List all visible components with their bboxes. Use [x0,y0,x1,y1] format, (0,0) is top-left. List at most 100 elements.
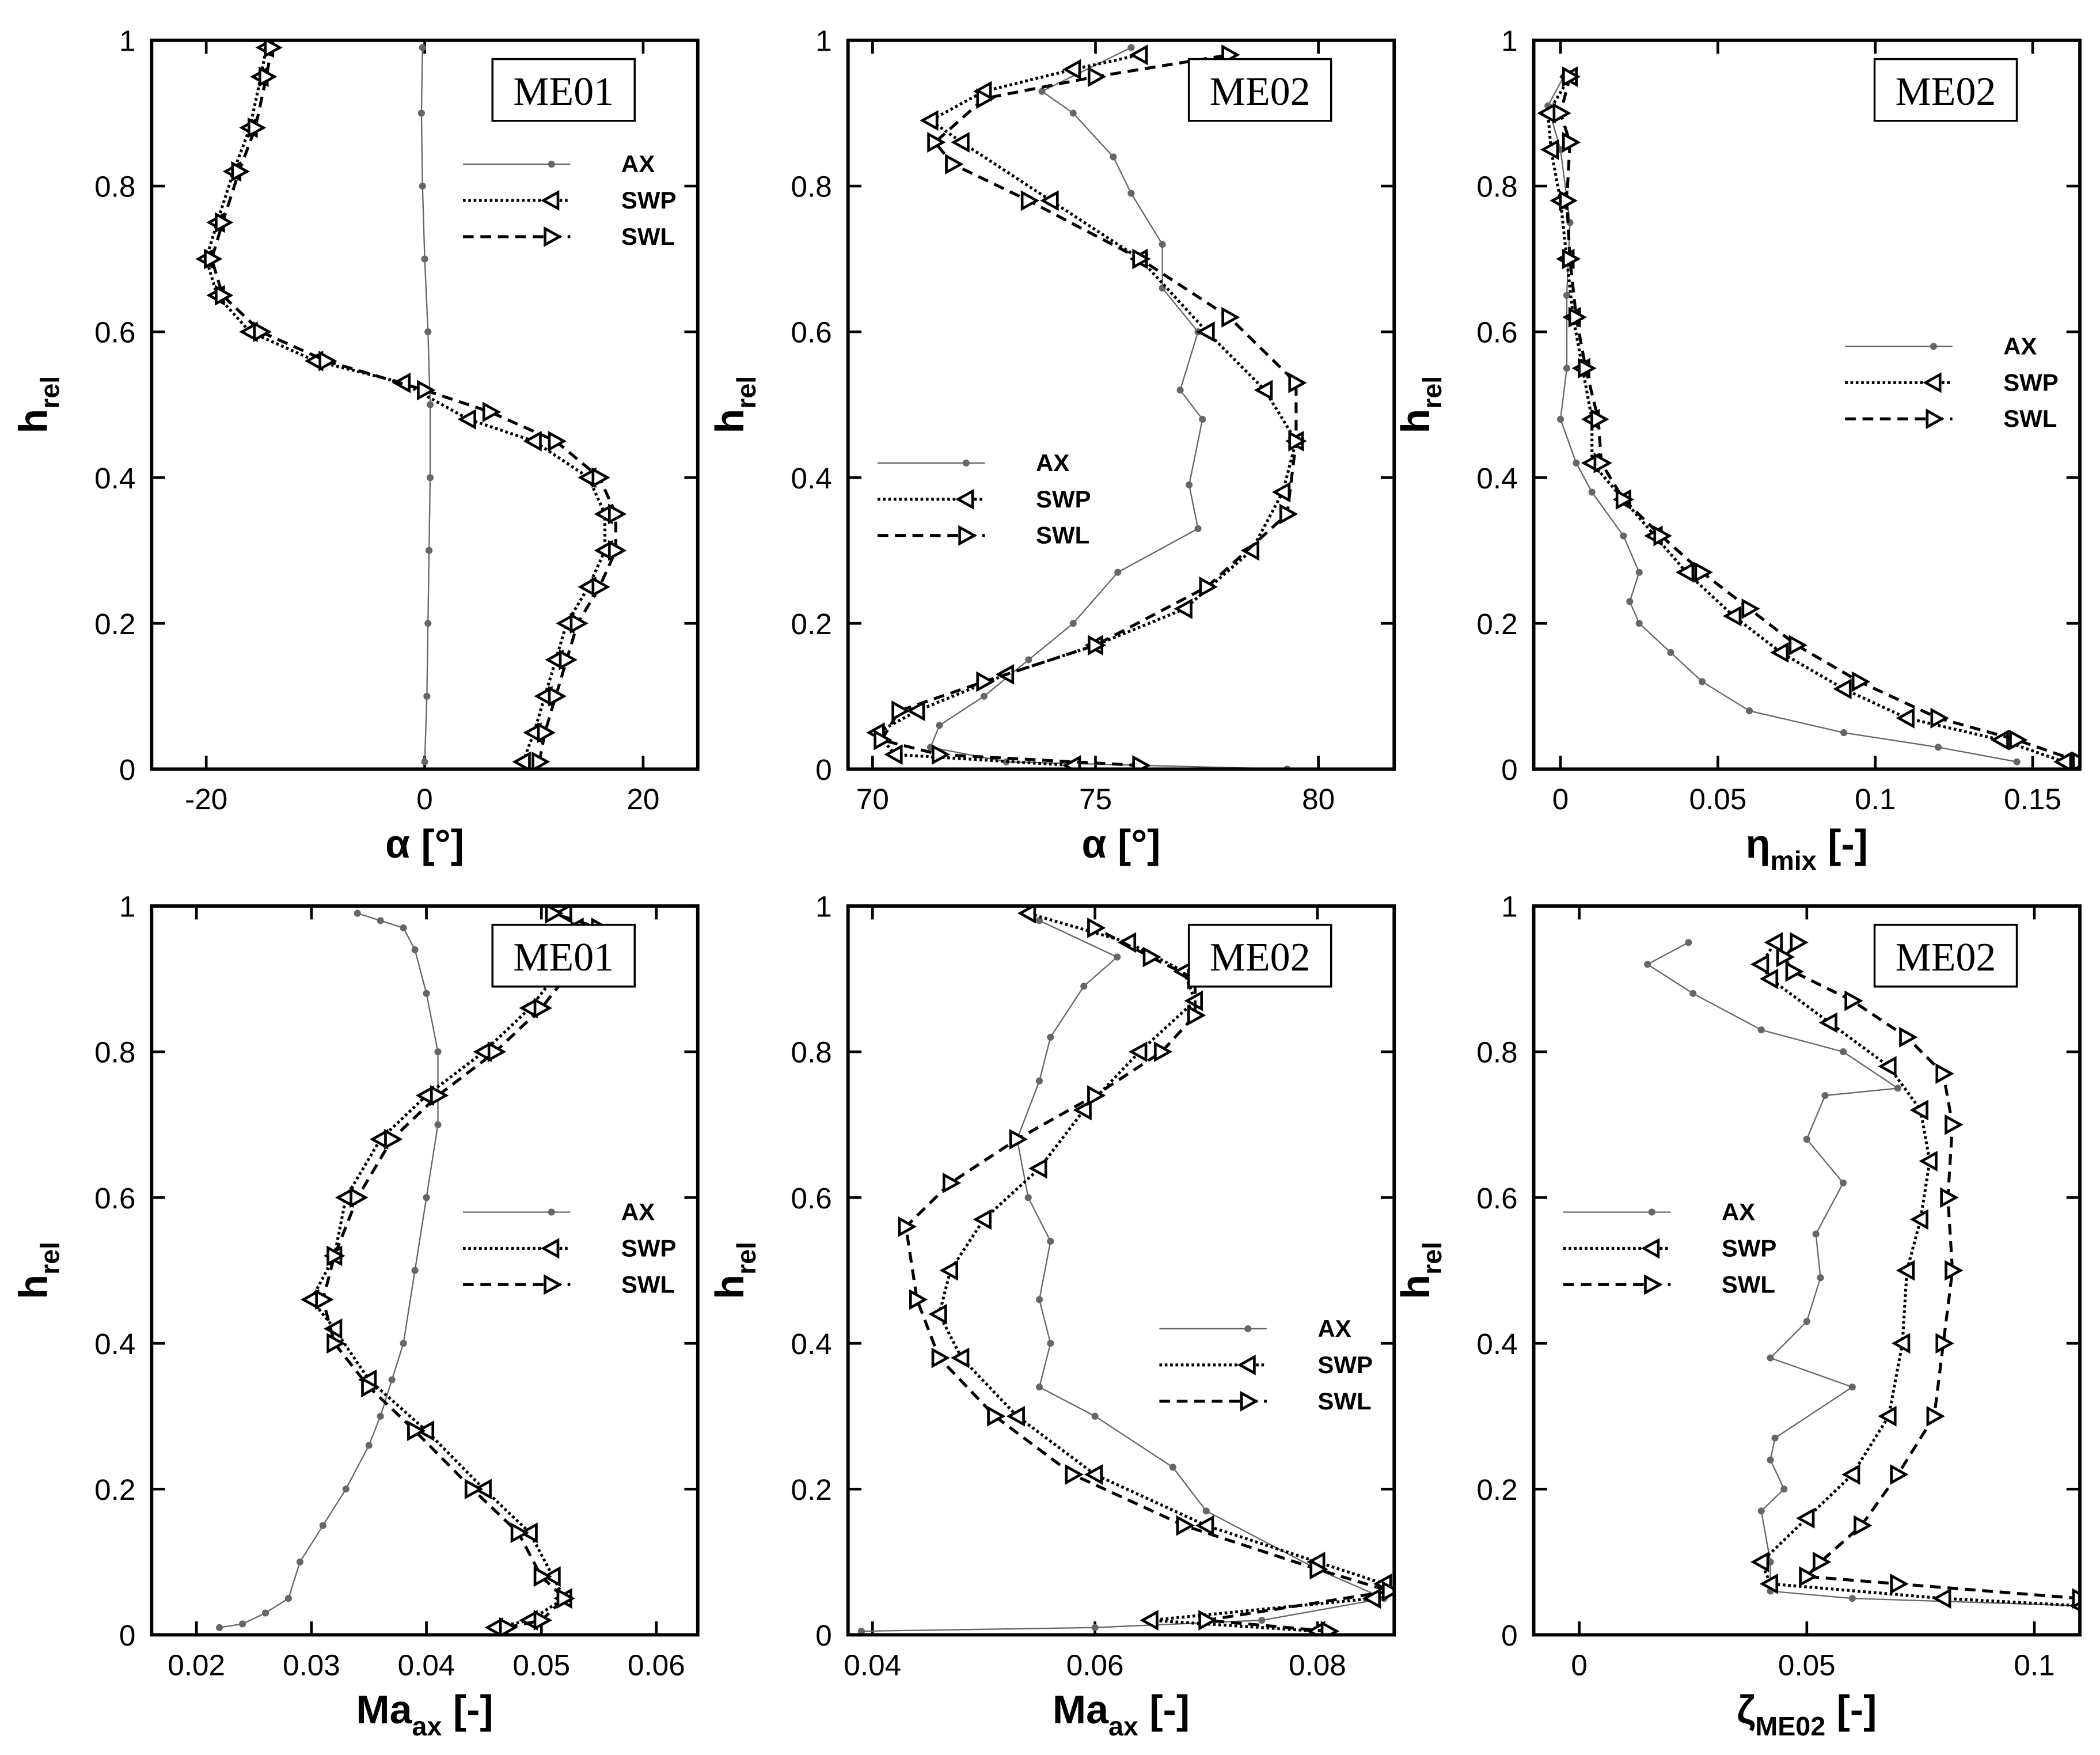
marker [545,906,564,924]
marker [411,1267,419,1274]
y-tick-label: 0.4 [94,1328,135,1360]
marker [1930,707,1949,729]
axis-label: hrel [1393,376,1447,434]
marker [962,459,970,467]
axis-label: Maax [-] [356,1687,493,1741]
marker [951,1347,970,1369]
marker [350,1187,369,1208]
marker [421,255,428,263]
marker [607,540,627,561]
y-tick-label: 0.8 [94,170,135,203]
marker [1129,44,1148,66]
marker [1073,1100,1092,1121]
annotation: ME01 [513,935,614,980]
marker [891,700,910,722]
legend-label: SWP [1036,486,1091,513]
marker [928,1303,947,1325]
marker [1129,1041,1148,1063]
x-tick-label: 0.05 [512,1648,570,1681]
x-tick-label: 0.08 [1289,1648,1346,1681]
marker [548,1208,555,1216]
legend-label: SWL [621,1271,675,1298]
marker [1767,1354,1774,1362]
label-subscript: rel [731,376,761,409]
marker [1722,605,1742,627]
marker [1799,1566,1818,1587]
y-tick-label: 0.4 [791,462,832,495]
marker [898,1216,917,1237]
y-tick-label: 0 [815,1619,832,1652]
series-line [1646,942,2080,1606]
marker [319,1522,326,1529]
marker [909,1289,928,1310]
label-part: h [707,409,752,434]
marker [1087,1085,1106,1106]
marker [1065,1464,1084,1485]
marker [1025,656,1032,664]
marker [1854,1515,1873,1536]
marker [1091,1412,1099,1420]
marker [1047,1340,1054,1347]
marker [540,190,560,211]
marker [1069,620,1077,627]
marker [1578,358,1597,379]
marker [531,751,550,770]
legend-label: SWL [1317,1388,1371,1415]
x-tick-label: 0 [1552,783,1569,816]
marker [1020,190,1040,211]
plot-frame [846,39,1396,771]
y-tick-label: 0.6 [791,1182,832,1215]
annotation-box [491,923,636,988]
marker [2009,729,2028,750]
marker [1562,132,1581,153]
plot-frame [150,904,700,1637]
marker [544,1274,563,1295]
marker [1362,1588,1381,1609]
marker [1945,1260,1964,1281]
marker [1741,598,1760,619]
marker [1195,1515,1214,1536]
marker [365,1442,373,1449]
y-tick-label: 1 [815,890,832,923]
axis-label: hrel [707,376,761,434]
marker [377,917,384,924]
marker [2053,751,2072,770]
y-tick-label: 0.2 [1476,1473,1517,1506]
marker [1767,1456,1774,1464]
marker [204,248,223,270]
plot-area [1537,66,2080,770]
marker [1675,562,1695,583]
marker [1187,1005,1206,1026]
marker [1803,1318,1810,1325]
marker [1764,932,1783,953]
marker [1047,1033,1054,1041]
marker [1573,459,1580,467]
x-tick-label: 0.05 [1778,1648,1836,1681]
marker [1694,562,1713,583]
marker [1848,1595,1856,1602]
marker [1035,1383,1043,1391]
marker [1288,372,1307,393]
marker [1087,918,1106,938]
marker [1009,1128,1028,1150]
annotation-box [1187,923,1332,988]
marker [424,620,432,627]
marker [261,1609,269,1617]
marker [931,1347,950,1369]
label-subscript: rel [35,1242,65,1275]
marker [1035,917,1043,924]
legend-label: SWL [1036,522,1089,549]
plot-area [857,906,1395,1635]
y-tick-label: 0 [1501,1619,1518,1652]
marker [2013,758,2021,765]
marker [216,1624,223,1631]
marker [607,503,627,525]
marker [1309,1559,1328,1580]
marker [1114,953,1121,961]
axis-label: ζME02 [-] [1737,1687,1877,1741]
marker [936,722,943,729]
axis-label: Maax [-] [1053,1687,1190,1741]
marker [1750,1551,1769,1572]
